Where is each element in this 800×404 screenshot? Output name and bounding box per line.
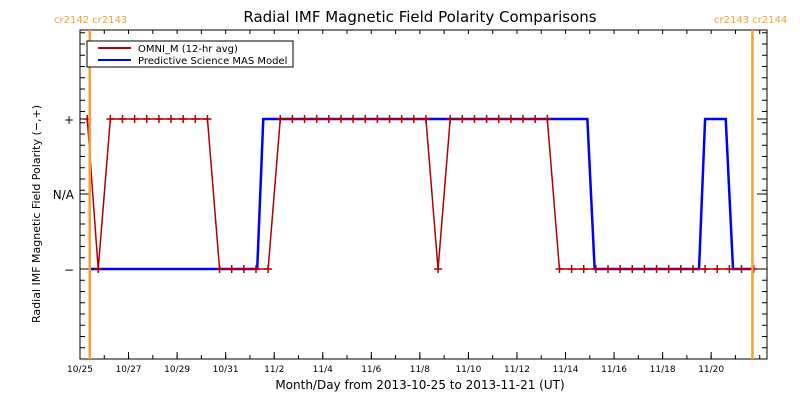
omni-data-point [409, 115, 418, 123]
omni-data-point [179, 115, 188, 123]
x-tick-label: 11/16 [601, 365, 627, 375]
mas-series-line [89, 117, 755, 271]
x-axis-label: Month/Day from 2013-10-25 to 2013-11-21 … [275, 378, 564, 392]
x-tick-label: 11/8 [410, 365, 430, 375]
carrington-lines [88, 30, 754, 359]
omni-data-point [336, 115, 345, 123]
x-tick-label: 10/25 [67, 365, 93, 375]
legend-box [86, 40, 294, 68]
y-tick-label: N/A [53, 188, 75, 202]
omni-data-point [701, 265, 710, 273]
omni-data-point [349, 115, 358, 123]
series-layer [83, 115, 758, 273]
x-tick-label: 11/12 [504, 365, 530, 375]
x-tick-label: 10/27 [116, 365, 142, 375]
omni-data-point [203, 115, 212, 123]
omni-data-point [251, 265, 260, 273]
omni-data-point [531, 115, 540, 123]
omni-data-point [421, 115, 430, 123]
omni-data-point [555, 265, 564, 273]
omni-data-point [312, 115, 321, 123]
omni-data-point [227, 265, 236, 273]
omni-data-point [543, 115, 552, 123]
carrington-rotation-label-right: cr2143 cr2144 [714, 15, 787, 26]
legend-label-mas: Predictive Science MAS Model [138, 56, 287, 67]
omni-data-point [324, 115, 333, 123]
y-tick-label: − [64, 263, 74, 277]
x-tick-label: 11/6 [361, 365, 381, 375]
omni-data-point [640, 265, 649, 273]
omni-data-point [494, 115, 503, 123]
omni-data-point [434, 265, 443, 273]
x-tick-label: 10/29 [164, 365, 190, 375]
omni-data-point [506, 115, 515, 123]
x-tick-label: 11/4 [313, 365, 333, 375]
omni-data-point [482, 115, 491, 123]
omni-data-point [142, 115, 151, 123]
omni-data-point [385, 115, 394, 123]
omni-data-point [167, 115, 176, 123]
omni-data-point [373, 115, 382, 123]
omni-data-point [215, 265, 224, 273]
omni-data-point [191, 115, 200, 123]
omni-data-point [239, 265, 248, 273]
omni-data-point [519, 115, 528, 123]
omni-data-point [446, 115, 455, 123]
omni-data-point [397, 115, 406, 123]
carrington-rotation-label-left: cr2142 cr2143 [54, 15, 127, 26]
omni-data-point [118, 115, 127, 123]
x-tick-label: 10/31 [213, 365, 239, 375]
omni-data-point [713, 265, 722, 273]
x-tick-label: 11/20 [698, 365, 724, 375]
x-tick-label: 11/18 [650, 365, 676, 375]
omni-data-point [154, 115, 163, 123]
omni-data-point [288, 115, 297, 123]
omni-data-point [470, 115, 479, 123]
y-tick-label: + [64, 113, 74, 127]
omni-data-point [676, 265, 685, 273]
omni-data-point [737, 265, 746, 273]
legend: OMNI_M (12-hr avg) Predictive Science MA… [86, 40, 294, 68]
omni-data-point [652, 265, 661, 273]
omni-data-point [664, 265, 673, 273]
x-tick-label: 11/2 [264, 365, 284, 375]
axes: 10/25 10/27 10/29 10/31 11/2 11/4 11/6 11/8 11/1… [53, 29, 768, 375]
omni-data-point [458, 115, 467, 123]
legend-label-omni: OMNI_M (12-hr avg) [138, 44, 238, 55]
chart-title: Radial IMF Magnetic Field Polarity Compa… [243, 8, 596, 26]
omni-data-point [579, 265, 588, 273]
omni-data-point [725, 265, 734, 273]
omni-data-point [591, 265, 600, 273]
x-tick-label: 11/14 [553, 365, 579, 375]
plot-frame [79, 29, 768, 360]
omni-data-point [94, 265, 103, 273]
omni-series-line [86, 118, 754, 270]
omni-data-point [616, 265, 625, 273]
omni-data-point [603, 265, 612, 273]
y-axis-label: Radial IMF Magnetic Field Polarity (−,+) [30, 105, 43, 323]
omni-data-point [106, 115, 115, 123]
omni-data-point [688, 265, 697, 273]
omni-data-point [361, 115, 370, 123]
omni-data-point [264, 265, 273, 273]
omni-data-point [567, 265, 576, 273]
x-tick-label: 11/10 [455, 365, 481, 375]
omni-data-point [276, 115, 285, 123]
omni-data-point [628, 265, 637, 273]
omni-data-point [300, 115, 309, 123]
omni-data-point [130, 115, 139, 123]
